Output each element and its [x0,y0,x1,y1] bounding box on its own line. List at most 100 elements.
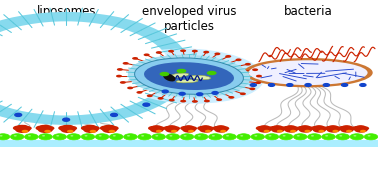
Circle shape [163,126,174,130]
Circle shape [67,130,74,133]
Circle shape [39,134,52,140]
Circle shape [313,127,326,133]
Circle shape [152,134,166,140]
Circle shape [214,127,228,133]
Circle shape [286,125,294,129]
Circle shape [293,134,307,140]
Circle shape [111,113,118,116]
Circle shape [70,135,73,136]
Circle shape [39,125,48,129]
Circle shape [203,51,209,54]
Circle shape [158,97,164,100]
Circle shape [269,126,279,130]
Circle shape [259,125,267,129]
Circle shape [162,90,168,93]
Circle shape [332,130,338,133]
Circle shape [152,125,160,129]
Text: liposomes: liposomes [36,5,96,18]
Bar [0,140,378,147]
Ellipse shape [176,80,198,83]
Circle shape [254,135,257,136]
Circle shape [258,127,271,133]
Circle shape [216,98,222,101]
Circle shape [138,134,151,140]
Circle shape [166,134,180,140]
Circle shape [64,125,74,129]
Circle shape [113,135,116,136]
Circle shape [212,135,215,136]
Circle shape [100,126,111,131]
Circle shape [353,135,356,136]
Circle shape [245,63,251,66]
Circle shape [263,126,273,130]
Text: enveloped virus
particles: enveloped virus particles [142,5,236,33]
Circle shape [25,134,38,140]
Circle shape [0,135,3,136]
Circle shape [147,94,153,97]
Circle shape [192,100,198,103]
Circle shape [36,126,47,131]
Circle shape [350,134,364,140]
Circle shape [318,130,324,133]
Circle shape [156,51,162,54]
Circle shape [322,134,335,140]
Circle shape [255,81,261,84]
Ellipse shape [144,62,234,90]
Circle shape [168,50,174,52]
Circle shape [17,125,26,129]
Circle shape [180,134,194,140]
Circle shape [122,62,129,65]
Circle shape [209,134,222,140]
Circle shape [250,84,256,86]
Circle shape [182,127,196,133]
Circle shape [299,127,312,133]
Circle shape [359,126,369,130]
Circle shape [311,135,314,136]
Circle shape [290,126,299,130]
Circle shape [180,126,191,130]
Circle shape [177,69,186,73]
Circle shape [156,130,162,133]
Circle shape [90,130,96,133]
Circle shape [19,125,28,129]
Circle shape [160,72,169,76]
Circle shape [143,103,150,106]
Circle shape [256,126,266,130]
Circle shape [63,118,70,121]
Circle shape [251,134,265,140]
Circle shape [117,68,123,71]
Circle shape [108,130,115,133]
Circle shape [235,58,242,61]
Circle shape [277,130,283,133]
Circle shape [316,125,324,129]
Circle shape [364,134,378,140]
Circle shape [314,125,322,129]
Circle shape [217,125,226,129]
Circle shape [188,130,194,133]
Circle shape [356,125,364,129]
Circle shape [108,126,119,131]
Circle shape [325,126,335,130]
Circle shape [127,135,130,136]
Circle shape [205,130,211,133]
Circle shape [263,130,270,133]
Circle shape [14,135,17,136]
Circle shape [95,134,109,140]
Circle shape [67,134,81,140]
Circle shape [261,125,270,129]
Circle shape [279,134,293,140]
Circle shape [41,125,51,129]
Ellipse shape [135,58,243,94]
Circle shape [360,84,366,86]
Circle shape [271,127,285,133]
Circle shape [44,126,54,131]
Circle shape [15,126,30,133]
Circle shape [192,50,198,52]
Circle shape [342,125,350,129]
Circle shape [265,134,279,140]
Ellipse shape [249,60,367,85]
Circle shape [141,135,144,136]
Circle shape [10,134,24,140]
Circle shape [249,88,256,90]
Circle shape [110,134,123,140]
